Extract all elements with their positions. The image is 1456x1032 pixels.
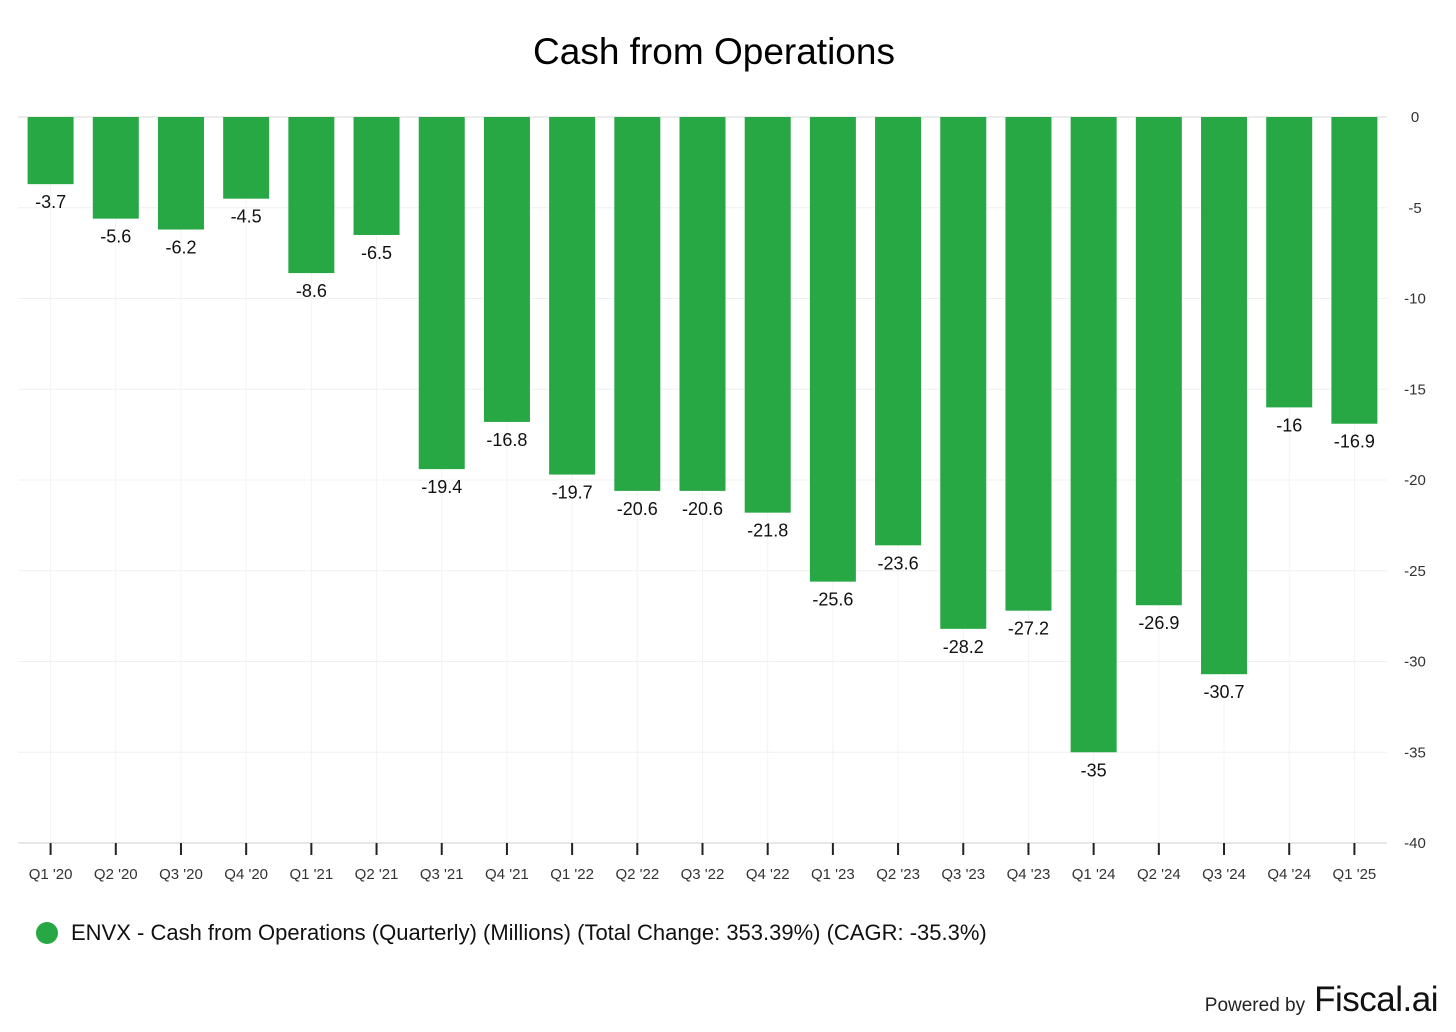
data-label: -3.7 — [35, 192, 66, 212]
data-label: -35 — [1081, 760, 1107, 780]
x-tick-label: Q1 '25 — [1333, 866, 1377, 883]
bar[interactable] — [1070, 117, 1117, 753]
bar[interactable] — [1331, 117, 1378, 424]
y-axis: 0 -5 -10 -15 -20 -25 -30 -35 -40 — [1404, 109, 1426, 852]
bar[interactable] — [1135, 117, 1182, 606]
bar[interactable] — [549, 117, 596, 475]
x-tick-label: Q4 '24 — [1267, 866, 1311, 883]
x-tick-label: Q2 '23 — [876, 866, 920, 883]
x-tick-label: Q2 '21 — [355, 866, 399, 883]
bar[interactable] — [1005, 117, 1052, 611]
brand-logo[interactable]: Fiscal.ai — [1314, 980, 1438, 1019]
data-label: -19.7 — [552, 483, 593, 503]
data-label: -5.6 — [100, 227, 131, 247]
data-label: -25.6 — [812, 590, 853, 610]
data-label: -28.2 — [943, 637, 984, 657]
x-tick-label: Q3 '20 — [159, 866, 203, 883]
data-labels: -3.7 -5.6 -6.2 -4.5 -8.6 -6.5 -19.4 -16.8 -19.7 -… — [35, 192, 1375, 780]
y-tick-label: -35 — [1404, 744, 1426, 761]
x-tick-label: Q2 '24 — [1137, 866, 1181, 883]
y-tick-label: -5 — [1408, 200, 1421, 217]
data-label: -30.7 — [1204, 682, 1245, 702]
x-axis: Q1 '20 Q2 '20 Q3 '20 Q4 '20 Q1 '21 Q2 '21 Q3 '… — [18, 842, 1387, 883]
bar[interactable] — [157, 117, 204, 230]
x-tick-label: Q1 '20 — [29, 866, 73, 883]
data-label: -16.9 — [1334, 432, 1375, 452]
bar[interactable] — [92, 117, 139, 219]
data-label: -19.4 — [421, 477, 462, 497]
bar[interactable] — [744, 117, 791, 513]
x-tick-label: Q1 '24 — [1072, 866, 1116, 883]
x-tick-label: Q2 '22 — [615, 866, 659, 883]
legend[interactable]: ENVX - Cash from Operations (Quarterly) … — [36, 917, 987, 949]
data-label: -27.2 — [1008, 619, 1049, 639]
bar[interactable] — [809, 117, 856, 582]
legend-label: ENVX - Cash from Operations (Quarterly) … — [71, 920, 987, 945]
x-tick-label: Q4 '21 — [485, 866, 529, 883]
bar[interactable] — [614, 117, 661, 491]
data-label: -8.6 — [296, 281, 327, 301]
bar[interactable] — [418, 117, 465, 470]
y-tick-label: -30 — [1404, 654, 1426, 671]
data-label: -20.6 — [617, 499, 658, 519]
bar[interactable] — [353, 117, 400, 235]
powered-by-label: Powered by — [1204, 995, 1306, 1016]
x-tick-label: Q1 '21 — [289, 866, 333, 883]
x-tick-label: Q4 '23 — [1007, 866, 1051, 883]
x-tick-label: Q3 '21 — [420, 866, 464, 883]
bar[interactable] — [288, 117, 335, 274]
data-label: -4.5 — [231, 207, 262, 227]
bar[interactable] — [940, 117, 987, 629]
data-label: -23.6 — [878, 553, 919, 573]
x-tick-label: Q1 '22 — [550, 866, 594, 883]
data-label: -21.8 — [747, 521, 788, 541]
y-tick-label: -10 — [1404, 291, 1426, 308]
bar[interactable] — [679, 117, 726, 491]
x-tick-label: Q1 '23 — [811, 866, 855, 883]
data-label: -6.5 — [361, 243, 392, 263]
bar[interactable] — [483, 117, 530, 422]
bar[interactable] — [27, 117, 74, 185]
data-label: -26.9 — [1138, 613, 1179, 633]
y-tick-label: -20 — [1404, 472, 1426, 489]
x-tick-label: Q4 '20 — [224, 866, 268, 883]
bar[interactable] — [1201, 117, 1248, 675]
x-tick-label: Q3 '24 — [1202, 866, 1246, 883]
x-tick-label: Q2 '20 — [94, 866, 138, 883]
bar-chart: -3.7 -5.6 -6.2 -4.5 -8.6 -6.5 -19.4 -16.8 -19.7 -… — [18, 109, 1426, 883]
chart-title: Cash from Operations — [533, 31, 895, 72]
legend-swatch — [36, 922, 58, 944]
bar[interactable] — [1266, 117, 1313, 408]
powered-by-footer: Powered by Fiscal.ai — [1204, 980, 1439, 1020]
y-tick-label: -40 — [1404, 835, 1426, 852]
y-tick-label: -25 — [1404, 563, 1426, 580]
data-label: -20.6 — [682, 499, 723, 519]
y-tick-label: -15 — [1404, 381, 1426, 398]
bars — [27, 117, 1378, 753]
data-label: -6.2 — [165, 238, 196, 258]
bar[interactable] — [875, 117, 922, 546]
data-label: -16.8 — [486, 430, 527, 450]
y-tick-label: 0 — [1411, 109, 1419, 126]
x-tick-label: Q3 '22 — [681, 866, 725, 883]
x-tick-label: Q3 '23 — [941, 866, 985, 883]
bar[interactable] — [223, 117, 270, 199]
x-tick-label: Q4 '22 — [746, 866, 790, 883]
data-label: -16 — [1276, 415, 1302, 435]
